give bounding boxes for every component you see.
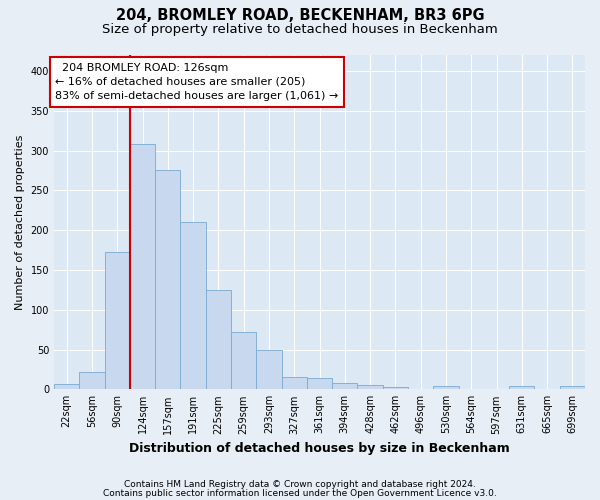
Bar (383, 387, 408, 390)
Bar (206, 290, 231, 390)
Bar (358, 384, 383, 390)
Text: Size of property relative to detached houses in Beckenham: Size of property relative to detached ho… (102, 22, 498, 36)
Bar (535, 388, 560, 390)
Bar (104, 252, 130, 390)
Text: Contains public sector information licensed under the Open Government Licence v3: Contains public sector information licen… (103, 488, 497, 498)
Bar (307, 378, 332, 390)
Bar (155, 170, 181, 390)
Text: 204 BROMLEY ROAD: 126sqm
← 16% of detached houses are smaller (205)
83% of semi-: 204 BROMLEY ROAD: 126sqm ← 16% of detach… (55, 63, 338, 101)
Bar (458, 388, 484, 390)
Bar (79, 372, 104, 390)
Bar (560, 386, 585, 390)
Bar (332, 383, 358, 390)
Bar (130, 144, 155, 390)
Bar (281, 378, 307, 390)
Bar (54, 384, 79, 390)
Bar (408, 388, 433, 390)
Text: 204, BROMLEY ROAD, BECKENHAM, BR3 6PG: 204, BROMLEY ROAD, BECKENHAM, BR3 6PG (116, 8, 484, 22)
Bar (256, 350, 281, 390)
Y-axis label: Number of detached properties: Number of detached properties (15, 134, 25, 310)
Bar (433, 386, 458, 390)
Bar (509, 386, 535, 390)
Bar (231, 332, 256, 390)
Text: Contains HM Land Registry data © Crown copyright and database right 2024.: Contains HM Land Registry data © Crown c… (124, 480, 476, 489)
X-axis label: Distribution of detached houses by size in Beckenham: Distribution of detached houses by size … (129, 442, 510, 455)
Bar (181, 222, 206, 390)
